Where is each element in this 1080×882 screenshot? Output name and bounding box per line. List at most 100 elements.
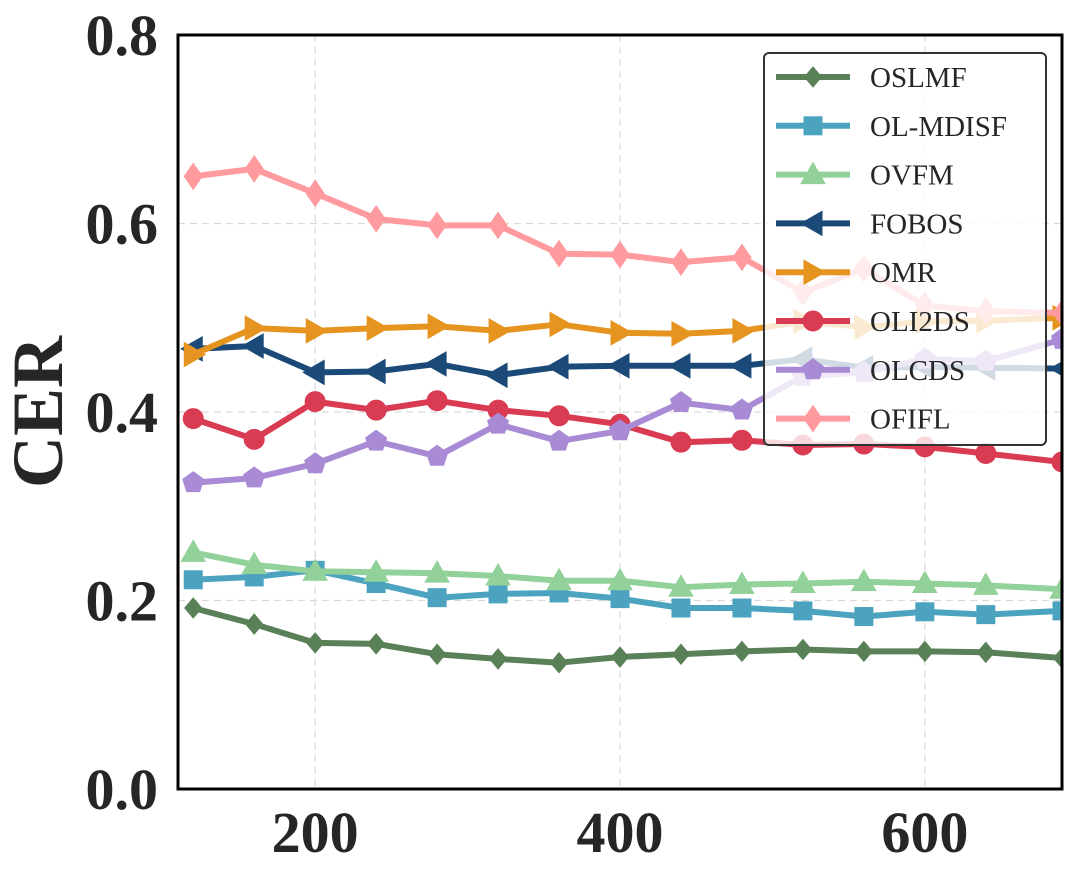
series-ovfm (180, 539, 1062, 599)
data-point-oslmf (854, 640, 874, 663)
legend-entry-ovfm: OVFM (776, 160, 954, 192)
y-tick-label: 0.4 (86, 380, 159, 445)
data-point-ovfm (972, 572, 999, 595)
data-point-olcds (608, 419, 632, 441)
data-point-ovfm (241, 551, 268, 575)
data-point-ofifl (671, 248, 691, 277)
legend-label: OMR (870, 257, 937, 289)
x-tick-label: 400 (577, 800, 664, 865)
legend: OSLMF OL-MDISF OVFM FOBOS OMR OLI2DS OLCDS OFIF… (763, 52, 1047, 446)
data-point-ofifl (244, 154, 264, 183)
data-point-oslmf (915, 640, 934, 663)
data-point-ofifl (488, 211, 508, 240)
data-point-oli2ds (975, 442, 997, 464)
data-point-ofifl (366, 204, 386, 233)
legend-entry-ofifl: OFIFL (776, 404, 951, 436)
data-point-fobos (667, 352, 691, 379)
data-point-oslmf (427, 643, 447, 665)
data-point-olcds (1050, 327, 1062, 349)
data-point-oli2ds (243, 428, 265, 450)
y-tick-label: 0.8 (86, 3, 159, 68)
legend-entry-olcds: OLCDS (776, 355, 965, 387)
x-tick-label: 600 (881, 800, 968, 865)
data-point-ovfm (729, 571, 755, 594)
data-point-omr (427, 313, 451, 340)
data-point-olcds (426, 444, 449, 466)
legend-marker (800, 161, 826, 185)
legend-marker (803, 404, 823, 433)
data-point-ol-mdisf (1052, 601, 1062, 621)
legend-entry-oslmf: OSLMF (776, 62, 967, 94)
data-point-olcds (487, 412, 510, 434)
x-tick-label: 200 (272, 800, 359, 865)
data-point-fobos (424, 351, 447, 377)
data-point-oslmf (488, 648, 508, 670)
data-point-fobos (728, 352, 752, 379)
legend-label: OLI2DS (870, 306, 970, 338)
legend-label: OSLMF (870, 62, 967, 94)
data-point-ovfm (790, 570, 816, 594)
data-point-ofifl (610, 240, 630, 269)
data-point-omr (305, 318, 329, 344)
series-oslmf (184, 597, 1062, 674)
data-point-ovfm (302, 558, 329, 581)
data-point-oslmf (366, 633, 386, 655)
data-point-omr (610, 319, 634, 346)
data-point-omr (732, 318, 755, 344)
data-point-olcds (304, 452, 327, 474)
data-point-ofifl (427, 211, 447, 240)
y-tick-label: 0.2 (86, 569, 159, 634)
data-point-ol-mdisf (427, 588, 447, 608)
data-point-olcds (365, 429, 388, 451)
data-point-ofifl (1052, 299, 1062, 327)
data-point-ofifl (183, 162, 203, 191)
axis-ticks: 200 400 600 0.0 0.2 0.4 0.6 0.8 (86, 3, 969, 865)
data-point-ovfm (851, 568, 877, 592)
data-point-ol-mdisf (793, 601, 813, 621)
data-point-oslmf (549, 651, 569, 674)
data-point-ovfm (363, 559, 389, 582)
data-point-oslmf (610, 646, 630, 668)
data-point-oslmf (245, 613, 264, 635)
data-point-ofifl (732, 243, 752, 272)
data-point-fobos (546, 353, 569, 380)
data-point-ol-mdisf (976, 605, 996, 625)
data-point-omr (244, 315, 268, 341)
data-point-ovfm (546, 567, 572, 591)
data-point-olcds (730, 398, 753, 420)
data-point-ovfm (668, 574, 694, 597)
legend-marker (802, 310, 824, 332)
data-point-oslmf (184, 597, 203, 619)
data-point-oli2ds (670, 431, 692, 453)
data-point-fobos (302, 359, 325, 386)
legend-label: OVFM (870, 160, 954, 192)
legend-label: OL-MDISF (870, 111, 1007, 143)
data-point-ovfm (424, 560, 450, 583)
data-point-ol-mdisf (610, 589, 630, 609)
legend-label: FOBOS (870, 208, 964, 240)
data-point-olcds (669, 390, 693, 412)
legend-entry-oli2ds: OLI2DS (776, 306, 970, 338)
data-point-oslmf (976, 641, 995, 664)
data-point-oli2ds (731, 429, 753, 451)
legend-marker (799, 210, 823, 237)
data-point-oslmf (1052, 647, 1062, 669)
data-point-oslmf (306, 632, 325, 654)
data-point-fobos (363, 358, 386, 385)
legend-entry-ol-mdisf: OL-MDISF (776, 111, 1007, 143)
legend-marker (801, 358, 825, 380)
data-point-ol-mdisf (854, 607, 874, 627)
data-point-ol-mdisf (183, 570, 203, 590)
data-point-ovfm (607, 567, 633, 591)
data-point-oli2ds (182, 408, 204, 430)
legend-entry-omr: OMR (776, 257, 937, 289)
y-tick-label: 0.0 (86, 757, 159, 822)
data-point-oli2ds (548, 405, 570, 427)
data-point-omr (549, 311, 573, 338)
data-point-omr (671, 320, 694, 347)
data-point-ol-mdisf (915, 602, 935, 622)
data-point-ol-mdisf (732, 598, 752, 618)
data-point-olcds (243, 466, 266, 488)
